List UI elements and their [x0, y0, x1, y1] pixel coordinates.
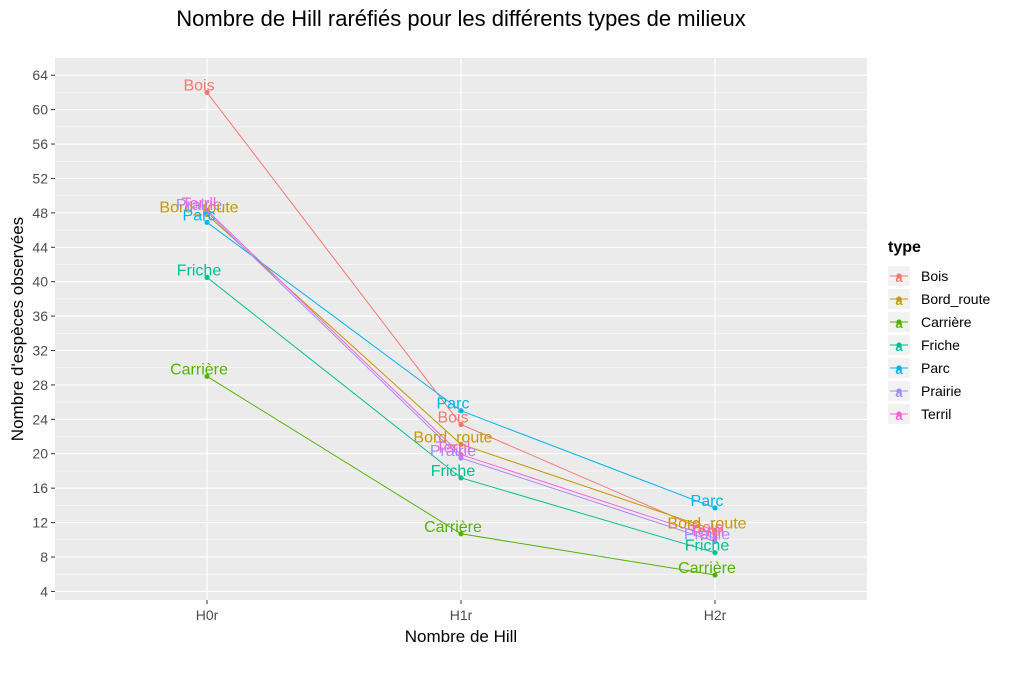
legend-key-point [896, 388, 902, 394]
data-point [712, 550, 718, 556]
data-label: Carrière [170, 361, 228, 378]
data-label: Bord_route [667, 515, 746, 532]
data-point [458, 475, 464, 481]
y-tick-label: 12 [32, 515, 48, 531]
legend-key-point [896, 296, 902, 302]
data-label: Terril [436, 440, 471, 457]
data-point [458, 421, 464, 428]
data-label: Bois [183, 77, 214, 94]
legend-key-letter: a [895, 362, 903, 377]
legend-label: Bord_route [921, 291, 990, 307]
legend-key-point [896, 365, 902, 371]
data-point [458, 408, 464, 414]
data-point [712, 572, 718, 578]
y-tick-label: 20 [32, 446, 48, 462]
data-label: Carrière [424, 519, 482, 536]
x-axis-title: Nombre de Hill [405, 627, 517, 646]
legend-item: a Carrière [888, 312, 972, 332]
data-label: Bord_route [159, 200, 238, 217]
data-label: Parc [691, 493, 724, 510]
legend-key-letter: a [895, 270, 903, 285]
y-tick-label: 44 [32, 239, 48, 255]
legend-key-point [896, 273, 902, 279]
data-point [458, 531, 464, 537]
y-tick-label: 8 [40, 549, 48, 565]
point-labels: BoisBoisBoisBord_routeBord_routeBord_rou… [159, 77, 746, 577]
y-tick-label: 52 [32, 170, 48, 186]
series-points [204, 89, 718, 578]
data-label: Bord_route [413, 429, 492, 446]
data-point [204, 219, 210, 225]
legend-title: type [888, 239, 921, 256]
legend-item: a Prairie [888, 381, 962, 401]
legend-key-point [896, 411, 902, 417]
data-point [458, 452, 464, 458]
y-tick-label: 64 [32, 67, 48, 83]
legend-item: a Friche [888, 335, 960, 355]
legend-item: a Bois [888, 266, 948, 286]
data-label: Prairie [684, 526, 730, 543]
data-label: Friche [685, 538, 730, 555]
data-point [204, 274, 210, 280]
legend-label: Prairie [921, 383, 962, 399]
gridlines [55, 58, 867, 600]
x-tick-label: H1r [450, 607, 473, 623]
data-label: Friche [431, 463, 476, 480]
data-label: Bois [691, 520, 722, 537]
y-tick-label: 36 [32, 308, 48, 324]
data-label: Parc [183, 207, 216, 224]
data-point [458, 441, 464, 447]
data-point [204, 207, 210, 213]
legend-key-letter: a [895, 339, 903, 354]
data-point [712, 535, 718, 541]
data-label: Bois [437, 409, 468, 426]
legend-key-point [896, 342, 902, 348]
data-label: Carrière [678, 560, 736, 577]
data-label: Terril [690, 523, 725, 540]
y-tick-label: 24 [32, 411, 48, 427]
chart-title: Nombre de Hill raréfiés pour les différe… [176, 6, 745, 31]
y-tick-label: 32 [32, 343, 48, 359]
legend-item: a Parc [888, 358, 950, 378]
data-point [204, 89, 210, 96]
x-tick-label: H0r [196, 607, 219, 623]
y-tick-label: 40 [32, 274, 48, 290]
x-axis-ticks: H0r H1r H2r [196, 600, 727, 623]
x-tick-label: H2r [704, 607, 727, 623]
legend-label: Carrière [921, 314, 972, 330]
y-tick-label: 16 [32, 480, 48, 496]
data-label: Parc [437, 396, 470, 413]
legend-label: Terril [921, 406, 951, 422]
data-label: Terril [182, 195, 217, 212]
legend-key-point [896, 319, 902, 325]
legend-label: Bois [921, 268, 948, 284]
y-axis-title: Nombre d'espèces observées [8, 217, 27, 441]
data-label: Prairie [430, 443, 476, 460]
y-tick-label: 60 [32, 102, 48, 118]
legend-label: Parc [921, 360, 950, 376]
data-point [204, 373, 210, 379]
legend-key-letter: a [895, 293, 903, 308]
y-tick-label: 48 [32, 205, 48, 221]
legend-key-letter: a [895, 385, 903, 400]
legend-label: Friche [921, 337, 960, 353]
y-tick-label: 28 [32, 377, 48, 393]
data-label: Friche [177, 262, 222, 279]
legend-key-letter: a [895, 316, 903, 331]
y-tick-label: 56 [32, 136, 48, 152]
data-point [712, 527, 718, 533]
data-label: Prairie [176, 197, 222, 214]
legend-item: a Terril [888, 404, 951, 424]
data-point [712, 505, 718, 511]
y-tick-label: 4 [40, 583, 48, 599]
legend-item: a Bord_route [888, 289, 990, 309]
legend-key-letter: a [895, 408, 903, 423]
